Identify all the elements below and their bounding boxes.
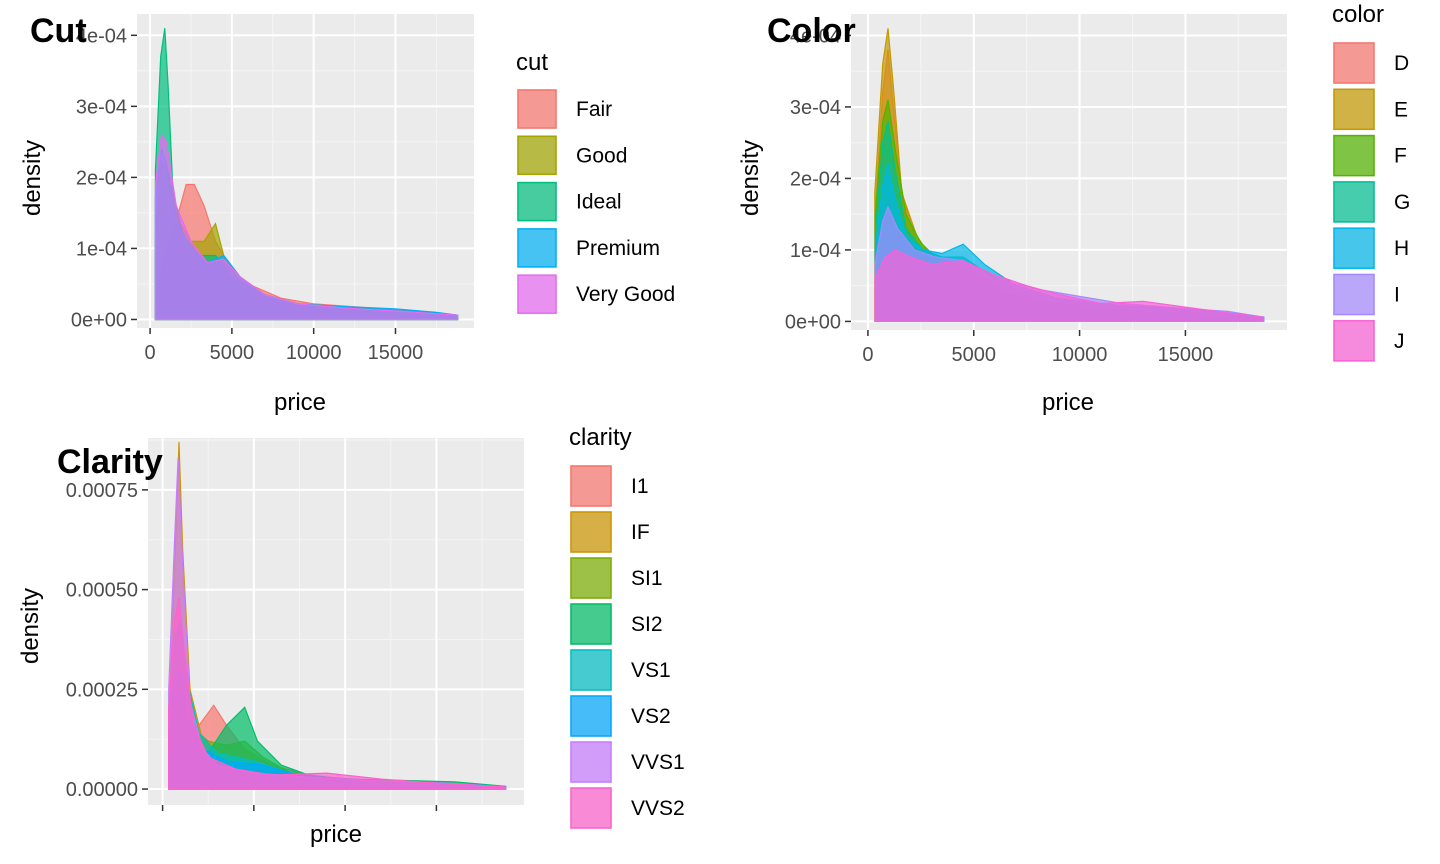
legend-label: J — [1394, 330, 1405, 353]
legend-label: I — [1394, 284, 1400, 307]
legend-key — [1333, 320, 1375, 362]
y-tick-label: 3e-04 — [76, 96, 127, 118]
x-tick-label: 5000 — [210, 342, 255, 364]
x-axis-title: price — [1042, 389, 1094, 416]
legend: color DE FGH IJ — [1332, 1, 1410, 362]
legend-key — [570, 695, 612, 737]
y-tick-label: 0.00075 — [66, 480, 138, 502]
legend: cut Fair Good Ideal Premium Very Good — [516, 49, 675, 315]
y-axis-title: density — [17, 588, 44, 664]
legend-key — [1333, 181, 1375, 223]
legend-key — [517, 89, 557, 129]
y-tick-label: 0.00000 — [66, 779, 138, 801]
y-tick-label: 1e-04 — [76, 238, 127, 260]
legend-key — [517, 274, 557, 314]
legend-label: G — [1394, 191, 1410, 214]
legend-label: SI2 — [631, 613, 663, 636]
legend-key — [517, 135, 557, 176]
x-axis-title: price — [274, 389, 326, 416]
legend-key — [1333, 227, 1375, 269]
y-tick-label: 4e-04 — [790, 25, 841, 47]
legend-key — [1333, 273, 1375, 316]
y-tick-label: 0.00025 — [66, 679, 138, 701]
y-tick-label: 0e+00 — [785, 311, 841, 333]
chart-clarity: 0.00000 0.00025 0.00050 0.00075 price density… — [17, 424, 685, 848]
legend-label: VVS1 — [631, 751, 685, 774]
legend-label: E — [1394, 98, 1408, 121]
y-tick-label: 0.00050 — [66, 580, 138, 602]
y-tick-label: 3e-04 — [790, 97, 841, 119]
legend-label: D — [1394, 52, 1409, 75]
legend-key — [1333, 88, 1375, 131]
panel-title: Cut — [30, 12, 87, 50]
y-axis-title: density — [19, 140, 46, 216]
legend-key — [570, 557, 612, 599]
legend-label: Very Good — [576, 283, 675, 306]
legend-label: IF — [631, 521, 650, 544]
legend-key — [1333, 134, 1375, 177]
legend-label: SI1 — [631, 567, 663, 590]
legend-label: I1 — [631, 475, 649, 498]
legend-label: VVS2 — [631, 797, 685, 820]
y-tick-label: 0e+00 — [71, 309, 127, 331]
legend-key — [517, 181, 557, 222]
x-tick-label: 5000 — [952, 344, 997, 366]
y-tick-label: 2e-04 — [790, 168, 841, 190]
legend-key — [517, 228, 557, 268]
x-tick-label: 0 — [145, 342, 156, 364]
density-area-very-good — [154, 133, 459, 321]
legend-key — [570, 787, 612, 829]
legend-label: H — [1394, 237, 1409, 260]
density-area-vvs2 — [168, 597, 507, 790]
chart-color: 0 5000 10000 15000 0e+00 1e-04 2e-04 3e-04 4e-04… — [737, 1, 1410, 416]
legend-title: clarity — [569, 424, 632, 451]
x-tick-label: 15000 — [1158, 344, 1214, 366]
legend-title: color — [1332, 1, 1384, 28]
y-tick-label: 2e-04 — [76, 167, 127, 189]
x-tick-label: 10000 — [286, 342, 342, 364]
legend-label: Fair — [576, 98, 612, 121]
y-tick-label: 4e-04 — [76, 25, 127, 47]
chart-cut: 0 5000 10000 15000 0e+00 1e-04 2e-04 3e-04 4e-04… — [19, 12, 675, 416]
legend-label: Good — [576, 144, 627, 167]
density-area-j — [874, 249, 1265, 322]
y-tick-label: 1e-04 — [790, 240, 841, 262]
panel-title: Color — [767, 12, 856, 50]
x-tick-label: 10000 — [1052, 344, 1108, 366]
legend-label: Premium — [576, 237, 660, 260]
legend-title: cut — [516, 49, 548, 76]
legend-key — [570, 465, 612, 507]
legend: clarity I1 IF SI1 SI2 VS1 VS2 VVS1 VVS2 — [569, 424, 685, 829]
legend-label: VS2 — [631, 705, 671, 728]
panel-title: Clarity — [57, 443, 163, 481]
legend-label: F — [1394, 145, 1407, 168]
legend-key — [570, 511, 612, 553]
legend-label: Ideal — [576, 191, 622, 214]
legend-key — [570, 603, 612, 645]
y-axis-title: density — [737, 140, 764, 216]
x-tick-label: 15000 — [368, 342, 424, 364]
legend-key — [570, 649, 612, 691]
legend-key — [1333, 42, 1375, 84]
x-tick-label: 0 — [862, 344, 873, 366]
x-axis-title: price — [310, 821, 362, 848]
legend-label: VS1 — [631, 659, 671, 682]
legend-key — [570, 741, 612, 783]
